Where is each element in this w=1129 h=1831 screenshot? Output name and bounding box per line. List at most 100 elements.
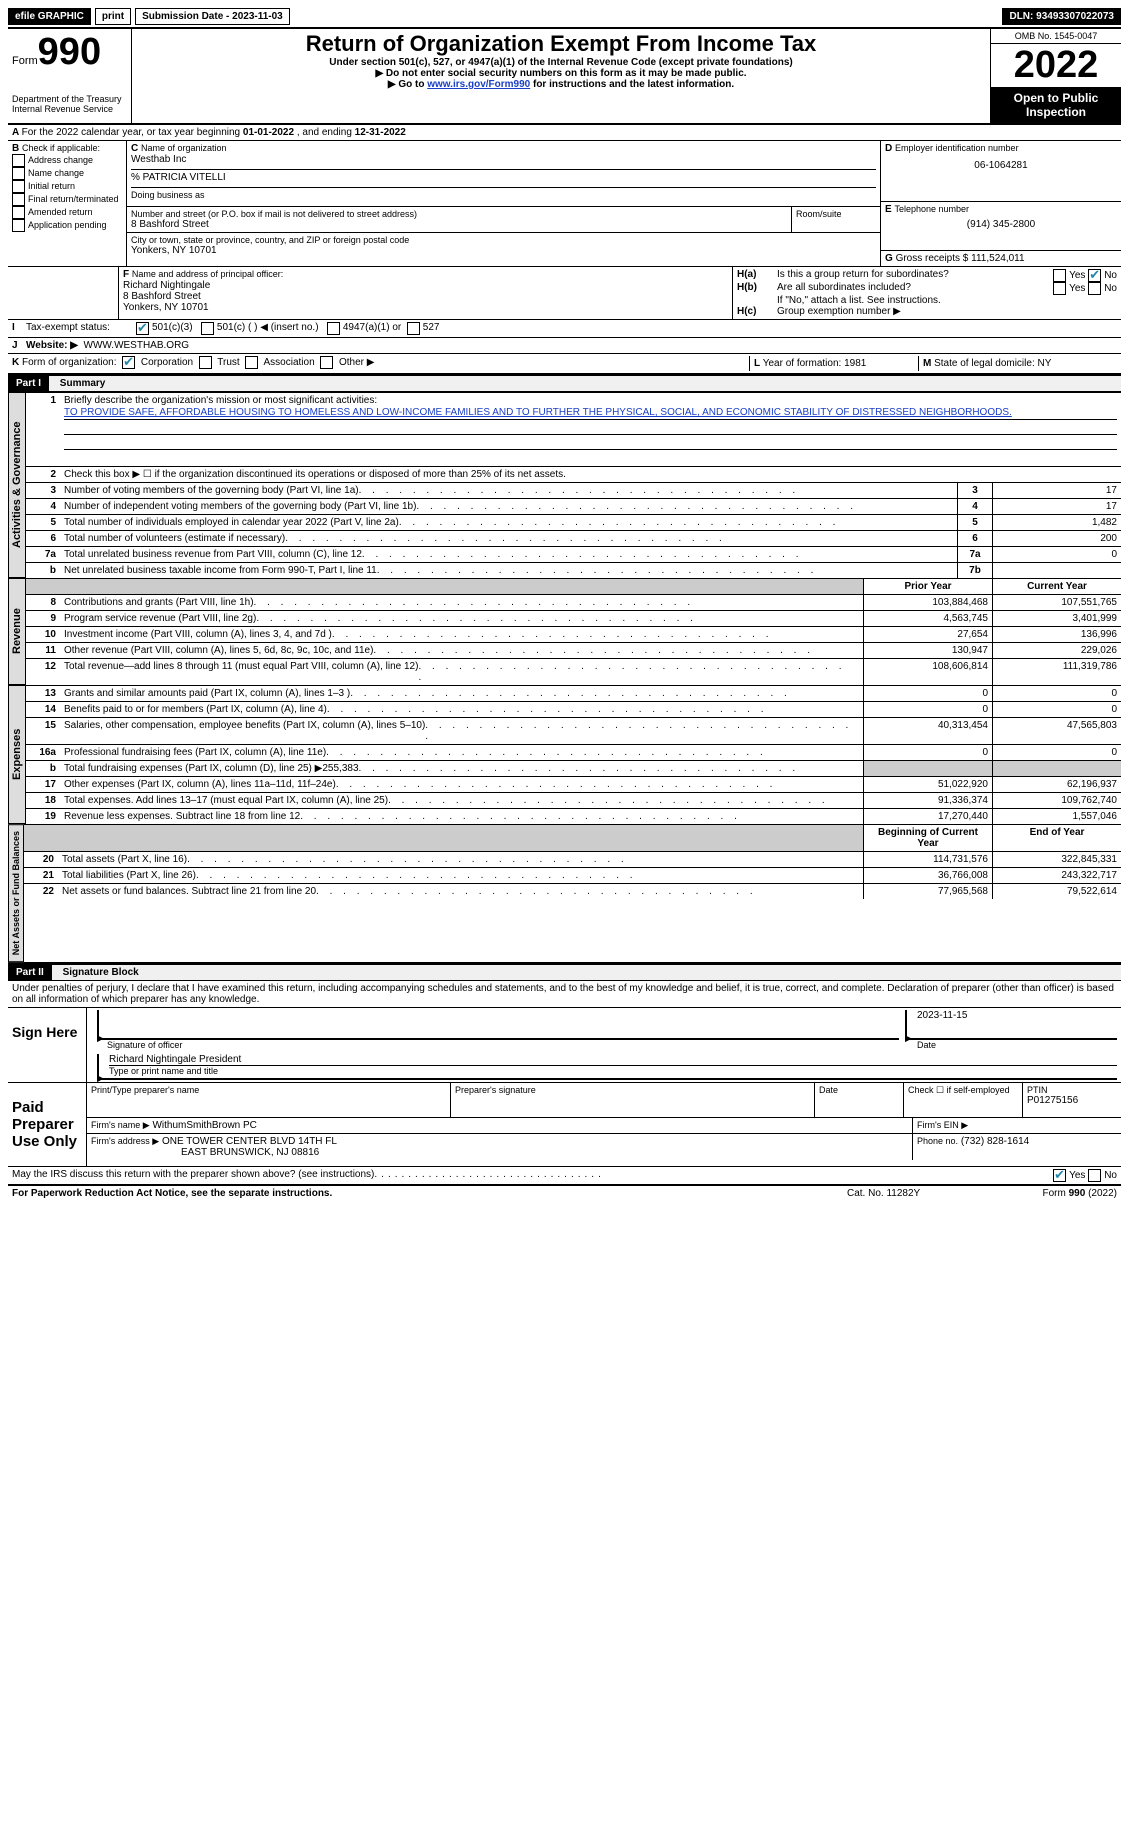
efile-label: efile GRAPHIC xyxy=(8,8,91,25)
vtab-netassets: Net Assets or Fund Balances xyxy=(8,824,24,962)
page-title: Return of Organization Exempt From Incom… xyxy=(134,31,988,57)
summary-row: 12Total revenue—add lines 8 through 11 (… xyxy=(26,659,1121,686)
summary-row: bNet unrelated business taxable income f… xyxy=(26,563,1121,579)
open-public: Open to Public Inspection xyxy=(991,87,1121,123)
discuss-no-checkbox[interactable] xyxy=(1088,1169,1101,1182)
summary-row: 17Other expenses (Part IX, column (A), l… xyxy=(26,777,1121,793)
line-klm: K Form of organization: Corporation Trus… xyxy=(8,354,1121,375)
vtab-revenue: Revenue xyxy=(8,578,26,685)
form-header: Form990 Department of the Treasury Inter… xyxy=(8,27,1121,123)
section-fh: F Name and address of principal officer:… xyxy=(8,266,1121,319)
firm-addr2: EAST BRUNSWICK, NJ 08816 xyxy=(91,1147,319,1158)
perjury-declaration: Under penalties of perjury, I declare th… xyxy=(8,981,1121,1008)
revenue-block: Revenue Prior YearCurrent Year 8Contribu… xyxy=(8,578,1121,685)
line-j: J Website: ▶ WWW.WESTHAB.ORG xyxy=(8,338,1121,354)
ein: 06-1064281 xyxy=(885,160,1117,171)
print-button[interactable]: print xyxy=(95,8,131,25)
checkbox-initial-return: Initial return xyxy=(12,180,122,193)
summary-row: 5Total number of individuals employed in… xyxy=(26,515,1121,531)
line-a: A For the 2022 calendar year, or tax yea… xyxy=(8,123,1121,140)
summary-row: 19Revenue less expenses. Subtract line 1… xyxy=(26,809,1121,825)
summary-row: 9Program service revenue (Part VIII, lin… xyxy=(26,611,1121,627)
summary-row: 13Grants and similar amounts paid (Part … xyxy=(26,686,1121,702)
corp-checkbox[interactable] xyxy=(122,356,135,369)
discuss-yes-checkbox[interactable] xyxy=(1053,1169,1066,1182)
527-checkbox[interactable] xyxy=(407,322,420,335)
state-domicile: NY xyxy=(1038,358,1052,369)
summary-row: 18Total expenses. Add lines 13–17 (must … xyxy=(26,793,1121,809)
dba-label: Doing business as xyxy=(131,187,876,204)
dept-treasury: Department of the Treasury xyxy=(12,94,127,104)
checkbox-address-change: Address change xyxy=(12,154,122,167)
checkbox-final-return-terminated: Final return/terminated xyxy=(12,193,122,206)
officer-name: Richard Nightingale xyxy=(123,280,728,291)
subtitle-3a: ▶ Go to xyxy=(388,79,427,90)
trust-checkbox[interactable] xyxy=(199,356,212,369)
form-990: 990 xyxy=(38,31,101,73)
subtitle-3b: for instructions and the latest informat… xyxy=(530,79,734,90)
summary-row: 3Number of voting members of the governi… xyxy=(26,483,1121,499)
care-of: % PATRICIA VITELLI xyxy=(131,169,876,183)
ha-no-checkbox[interactable] xyxy=(1088,269,1101,282)
summary-row: 21Total liabilities (Part X, line 26) . … xyxy=(24,868,1121,884)
summary-row: 10Investment income (Part VIII, column (… xyxy=(26,627,1121,643)
vtab-expenses: Expenses xyxy=(8,685,26,824)
cat-no: Cat. No. 11282Y xyxy=(847,1188,997,1199)
room-suite-label: Room/suite xyxy=(792,207,880,232)
subtitle-2: ▶ Do not enter social security numbers o… xyxy=(134,68,988,79)
irs-label: Internal Revenue Service xyxy=(12,104,127,114)
footer: For Paperwork Reduction Act Notice, see … xyxy=(8,1186,1121,1201)
summary-row: 7aTotal unrelated business revenue from … xyxy=(26,547,1121,563)
omb-number: OMB No. 1545-0047 xyxy=(991,29,1121,44)
form-word: Form xyxy=(12,55,38,67)
top-toolbar: efile GRAPHIC print Submission Date - 20… xyxy=(8,8,1121,25)
summary-row: 11Other revenue (Part VIII, column (A), … xyxy=(26,643,1121,659)
telephone: (914) 345-2800 xyxy=(885,219,1117,230)
officer-sig-name: Richard Nightingale President xyxy=(109,1054,1117,1066)
summary-row: 16aProfessional fundraising fees (Part I… xyxy=(26,745,1121,761)
firm-addr1: ONE TOWER CENTER BLVD 14TH FL xyxy=(162,1136,337,1147)
expenses-block: Expenses 13Grants and similar amounts pa… xyxy=(8,685,1121,824)
paid-preparer-block: Paid Preparer Use Only Print/Type prepar… xyxy=(8,1083,1121,1167)
year-formation: 1981 xyxy=(844,358,866,369)
section-bcdefgh: B Check if applicable: Address changeNam… xyxy=(8,140,1121,266)
summary-row: 20Total assets (Part X, line 16) . . . .… xyxy=(24,852,1121,868)
assoc-checkbox[interactable] xyxy=(245,356,258,369)
dln-label: DLN: 93493307022073 xyxy=(1002,8,1121,25)
501c3-checkbox[interactable] xyxy=(136,322,149,335)
officer-city: Yonkers, NY 10701 xyxy=(123,302,728,313)
part-ii-header: Part II Signature Block xyxy=(8,964,1121,981)
box-defg: D Employer identification number 06-1064… xyxy=(880,141,1121,266)
vtab-activities: Activities & Governance xyxy=(8,392,26,578)
firm-name: WithumSmithBrown PC xyxy=(152,1120,256,1131)
discuss-row: May the IRS discuss this return with the… xyxy=(8,1167,1121,1186)
summary-row: 15Salaries, other compensation, employee… xyxy=(26,718,1121,745)
website: WWW.WESTHAB.ORG xyxy=(84,340,190,351)
irs-link[interactable]: www.irs.gov/Form990 xyxy=(427,79,530,90)
summary-row: 22Net assets or fund balances. Subtract … xyxy=(24,884,1121,900)
summary-row: 4Number of independent voting members of… xyxy=(26,499,1121,515)
part-i-header: Part I Summary xyxy=(8,375,1121,392)
ha-yes-checkbox[interactable] xyxy=(1053,269,1066,282)
other-checkbox[interactable] xyxy=(320,356,333,369)
summary-row: 14Benefits paid to or for members (Part … xyxy=(26,702,1121,718)
box-b: B Check if applicable: Address changeNam… xyxy=(8,141,127,266)
ptin: P01275156 xyxy=(1027,1095,1117,1106)
summary-row: 6Total number of volunteers (estimate if… xyxy=(26,531,1121,547)
sign-here-block: Sign Here 2023-11-15 Signature of office… xyxy=(8,1008,1121,1083)
4947-checkbox[interactable] xyxy=(327,322,340,335)
box-c: C Name of organization Westhab Inc % PAT… xyxy=(127,141,880,266)
street-address: 8 Bashford Street xyxy=(131,219,787,230)
checkbox-amended-return: Amended return xyxy=(12,206,122,219)
netassets-block: Net Assets or Fund Balances Beginning of… xyxy=(8,824,1121,964)
501c-checkbox[interactable] xyxy=(201,322,214,335)
line-i: I Tax-exempt status: 501(c)(3) 501(c) ( … xyxy=(8,319,1121,338)
city-state-zip: Yonkers, NY 10701 xyxy=(131,245,876,256)
hb-yes-checkbox[interactable] xyxy=(1053,282,1066,295)
tax-year: 2022 xyxy=(991,44,1121,87)
hb-no-checkbox[interactable] xyxy=(1088,282,1101,295)
officer-addr: 8 Bashford Street xyxy=(123,291,728,302)
sig-date: 2023-11-15 xyxy=(917,1010,1117,1021)
activities-governance-block: Activities & Governance 1 Briefly descri… xyxy=(8,392,1121,578)
org-name: Westhab Inc xyxy=(131,154,876,165)
